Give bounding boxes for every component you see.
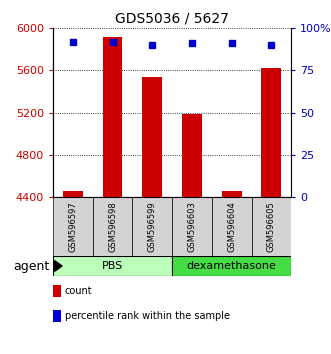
Text: count: count bbox=[65, 286, 92, 296]
Text: dexamethasone: dexamethasone bbox=[187, 261, 277, 271]
Text: agent: agent bbox=[13, 259, 50, 273]
Text: GSM596604: GSM596604 bbox=[227, 201, 236, 252]
Bar bbox=[261, 68, 281, 197]
Bar bbox=[142, 77, 162, 197]
Bar bbox=[222, 190, 242, 197]
Bar bbox=[53, 256, 172, 276]
Text: GSM596598: GSM596598 bbox=[108, 201, 117, 252]
Bar bbox=[53, 197, 93, 256]
Text: PBS: PBS bbox=[102, 261, 123, 271]
Bar bbox=[172, 256, 291, 276]
Text: GSM596597: GSM596597 bbox=[68, 201, 77, 252]
Bar bbox=[172, 197, 212, 256]
Bar bbox=[252, 197, 291, 256]
Text: GSM596603: GSM596603 bbox=[187, 201, 197, 252]
Bar bbox=[93, 197, 132, 256]
Bar bbox=[132, 197, 172, 256]
Bar bbox=[103, 37, 122, 197]
Bar bbox=[212, 197, 252, 256]
Text: GSM596599: GSM596599 bbox=[148, 201, 157, 252]
Text: GSM596605: GSM596605 bbox=[267, 201, 276, 252]
Text: percentile rank within the sample: percentile rank within the sample bbox=[65, 311, 229, 321]
Bar bbox=[182, 114, 202, 197]
Title: GDS5036 / 5627: GDS5036 / 5627 bbox=[115, 12, 229, 26]
Bar bbox=[63, 190, 83, 197]
